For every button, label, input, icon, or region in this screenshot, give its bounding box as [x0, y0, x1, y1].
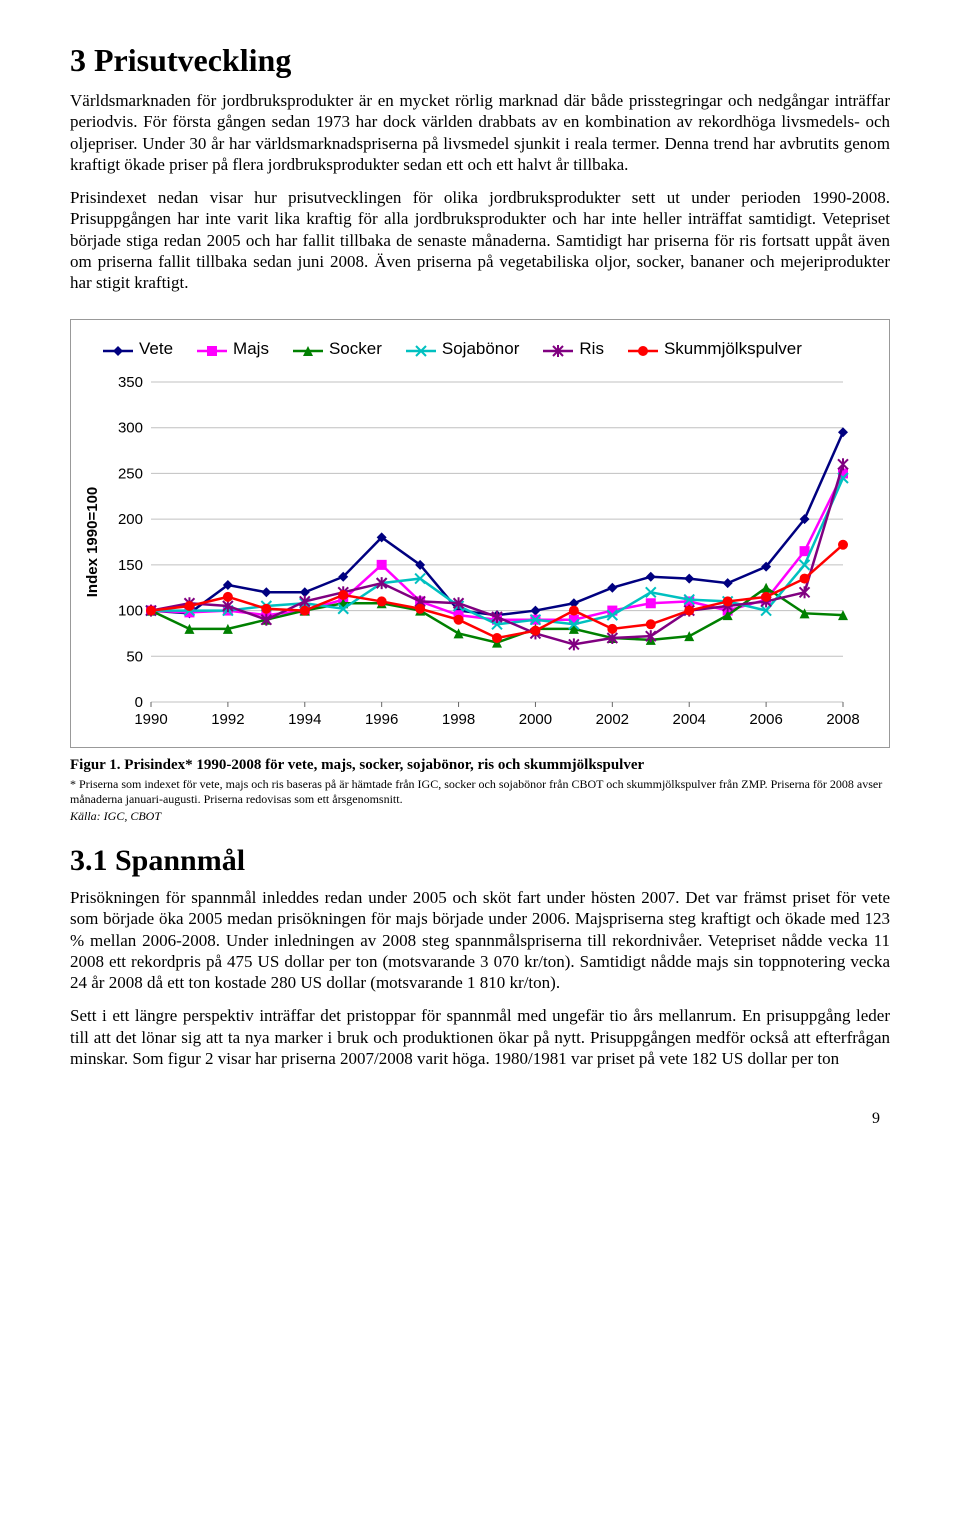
legend-swatch-icon	[628, 342, 658, 356]
chart-plot: 0 50 100 150 200 250 300 350 1990 1992 1994 1996 199…	[79, 372, 871, 737]
chart-container: Vete Majs Socker Sojabönor Ris Skummjölkspulv…	[70, 319, 890, 748]
svg-text:350: 350	[118, 374, 143, 391]
subsection-heading: 3.1 Spannmål	[70, 842, 890, 880]
svg-text:0: 0	[135, 694, 143, 711]
svg-text:2000: 2000	[519, 711, 552, 728]
body-paragraph: Prisökningen för spannmål inleddes redan…	[70, 887, 890, 993]
svg-text:2008: 2008	[826, 711, 859, 728]
legend-label: Ris	[579, 338, 604, 359]
legend-label: Vete	[139, 338, 173, 359]
figure-caption: Figur 1. Prisindex* 1990-2008 för vete, …	[70, 756, 890, 775]
legend-label: Socker	[329, 338, 382, 359]
legend-swatch-icon	[406, 342, 436, 356]
body-paragraph: Prisindexet nedan visar hur prisutveckli…	[70, 187, 890, 293]
legend-item: Socker	[293, 338, 382, 359]
figure-source: Källa: IGC, CBOT	[70, 809, 890, 824]
legend-item: Skummjölkspulver	[628, 338, 802, 359]
body-paragraph: Världsmarknaden för jordbruksprodukter ä…	[70, 90, 890, 175]
svg-text:100: 100	[118, 602, 143, 619]
legend-swatch-icon	[197, 342, 227, 356]
figure-footnote: * Priserna som indexet för vete, majs oc…	[70, 777, 890, 807]
svg-text:1990: 1990	[134, 711, 167, 728]
svg-text:2006: 2006	[749, 711, 782, 728]
page-number: 9	[70, 1109, 890, 1129]
section-heading: 3 Prisutveckling	[70, 40, 890, 80]
svg-text:250: 250	[118, 465, 143, 482]
svg-text:1996: 1996	[365, 711, 398, 728]
svg-text:2002: 2002	[596, 711, 629, 728]
svg-text:Index 1990=100: Index 1990=100	[84, 486, 101, 597]
svg-text:150: 150	[118, 556, 143, 573]
svg-text:1998: 1998	[442, 711, 475, 728]
svg-text:50: 50	[126, 648, 143, 665]
legend-swatch-icon	[103, 342, 133, 356]
legend-item: Sojabönor	[406, 338, 520, 359]
legend-label: Skummjölkspulver	[664, 338, 802, 359]
svg-text:1992: 1992	[211, 711, 244, 728]
svg-text:2004: 2004	[673, 711, 706, 728]
svg-text:1994: 1994	[288, 711, 321, 728]
legend-item: Vete	[103, 338, 173, 359]
legend-label: Sojabönor	[442, 338, 520, 359]
legend-swatch-icon	[543, 342, 573, 356]
svg-text:200: 200	[118, 511, 143, 528]
body-paragraph: Sett i ett längre perspektiv inträffar d…	[70, 1005, 890, 1069]
svg-text:300: 300	[118, 419, 143, 436]
legend-item: Majs	[197, 338, 269, 359]
legend-swatch-icon	[293, 342, 323, 356]
legend-item: Ris	[543, 338, 604, 359]
chart-legend: Vete Majs Socker Sojabönor Ris Skummjölkspulv…	[79, 334, 871, 371]
legend-label: Majs	[233, 338, 269, 359]
